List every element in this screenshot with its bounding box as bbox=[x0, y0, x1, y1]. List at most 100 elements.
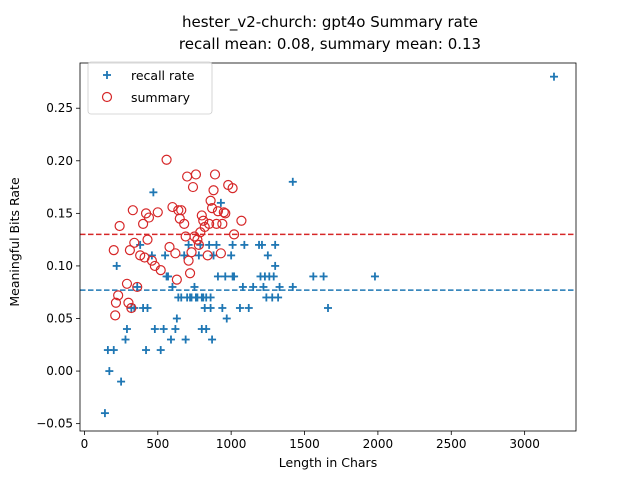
recall-point bbox=[227, 251, 236, 260]
summary-point bbox=[161, 154, 172, 165]
x-tick-label: 1500 bbox=[289, 437, 320, 451]
recall-point bbox=[324, 303, 332, 312]
recall-point bbox=[105, 367, 114, 376]
x-tick-label: 3000 bbox=[509, 437, 540, 451]
summary-point bbox=[179, 218, 190, 229]
recall-point bbox=[168, 282, 177, 291]
summary-point bbox=[218, 207, 229, 218]
summary-point bbox=[124, 245, 135, 256]
summary-point bbox=[108, 245, 119, 256]
summary-point bbox=[187, 181, 199, 193]
summary-point bbox=[184, 268, 196, 279]
recall-point bbox=[213, 272, 222, 281]
recall-point bbox=[103, 346, 112, 355]
summary-point bbox=[171, 274, 182, 285]
summary-point bbox=[192, 234, 203, 245]
y-tick-label: 0.20 bbox=[46, 154, 73, 168]
recall-point bbox=[166, 335, 175, 344]
recall-point bbox=[288, 177, 297, 186]
recall-rate-series bbox=[100, 72, 558, 418]
x-tick-label: 500 bbox=[146, 437, 169, 451]
recall-point bbox=[149, 188, 158, 197]
recall-point bbox=[319, 272, 328, 281]
summary-point bbox=[155, 265, 166, 276]
legend-label-recall: recall rate bbox=[131, 68, 195, 83]
summary-point bbox=[170, 248, 181, 259]
summary-point bbox=[211, 218, 222, 229]
summary-point bbox=[193, 239, 204, 250]
recall-point bbox=[142, 346, 151, 355]
summary-point bbox=[208, 185, 219, 196]
recall-point bbox=[159, 325, 168, 334]
recall-point bbox=[212, 240, 221, 249]
x-tick-label: 2000 bbox=[363, 437, 394, 451]
recall-point bbox=[216, 198, 225, 207]
chart-title-line1: hester_v2-church: gpt4o Summary rate bbox=[182, 13, 478, 32]
recall-point bbox=[257, 240, 266, 249]
recall-point bbox=[202, 325, 211, 334]
recall-point bbox=[288, 282, 297, 291]
y-tick-label: 0.10 bbox=[46, 259, 73, 273]
recall-point bbox=[263, 251, 272, 260]
x-tick-label: 0 bbox=[81, 437, 89, 451]
x-tick-label: 2500 bbox=[436, 437, 467, 451]
recall-point bbox=[164, 272, 173, 281]
summary-point bbox=[205, 195, 216, 206]
summary-point bbox=[215, 248, 226, 259]
recall-point bbox=[208, 335, 217, 344]
recall-point bbox=[244, 303, 253, 312]
recall-point bbox=[205, 240, 214, 249]
y-tick-label: −0.05 bbox=[36, 417, 73, 431]
recall-point bbox=[184, 240, 193, 249]
recall-point bbox=[238, 282, 247, 291]
summary-point bbox=[167, 201, 178, 213]
x-tick-label: 1000 bbox=[216, 437, 247, 451]
recall-point bbox=[240, 240, 249, 249]
recall-point bbox=[171, 325, 180, 334]
recall-point bbox=[100, 409, 109, 418]
recall-point bbox=[269, 272, 278, 281]
recall-point bbox=[122, 325, 131, 334]
summary-point bbox=[146, 255, 158, 266]
summary-point bbox=[190, 169, 202, 180]
recall-point bbox=[221, 272, 230, 281]
recall-point bbox=[274, 293, 283, 302]
summary-point bbox=[123, 297, 134, 308]
legend-box bbox=[87, 61, 213, 115]
summary-point bbox=[198, 215, 209, 226]
recall-point bbox=[206, 293, 215, 302]
summary-point bbox=[204, 218, 215, 229]
summary-point bbox=[183, 255, 194, 266]
recall-point bbox=[309, 272, 318, 281]
recall-point bbox=[249, 282, 258, 291]
recall-point bbox=[136, 240, 145, 249]
chart-title-line2: recall mean: 0.08, summary mean: 0.13 bbox=[179, 35, 481, 53]
recall-point bbox=[190, 282, 199, 291]
recall-point bbox=[228, 272, 237, 281]
summary-point bbox=[113, 290, 124, 301]
summary-point bbox=[186, 247, 197, 258]
summary-point bbox=[206, 202, 218, 214]
summary-point bbox=[142, 234, 153, 245]
summary-point bbox=[164, 241, 175, 253]
recall-point bbox=[143, 303, 152, 312]
summary-point bbox=[121, 278, 133, 289]
summary-point bbox=[132, 281, 143, 293]
recall-point bbox=[370, 272, 379, 281]
recall-point bbox=[181, 335, 190, 344]
recall-point bbox=[275, 282, 284, 291]
summary-series bbox=[108, 154, 247, 321]
recall-point bbox=[235, 303, 244, 312]
recall-point bbox=[191, 293, 200, 302]
y-tick-label: 0.25 bbox=[46, 101, 73, 115]
recall-point bbox=[180, 251, 189, 260]
summary-point bbox=[114, 220, 125, 232]
recall-point bbox=[130, 303, 139, 312]
recall-point bbox=[259, 282, 268, 291]
recall-point bbox=[161, 251, 170, 260]
summary-point bbox=[217, 218, 228, 229]
summary-point bbox=[110, 310, 121, 321]
y-axis-label: Meaningful Bits Rate bbox=[7, 177, 22, 307]
y-axis-ticks: −0.05 0.00 0.05 0.10 0.15 0.20 0.25 bbox=[36, 101, 80, 431]
